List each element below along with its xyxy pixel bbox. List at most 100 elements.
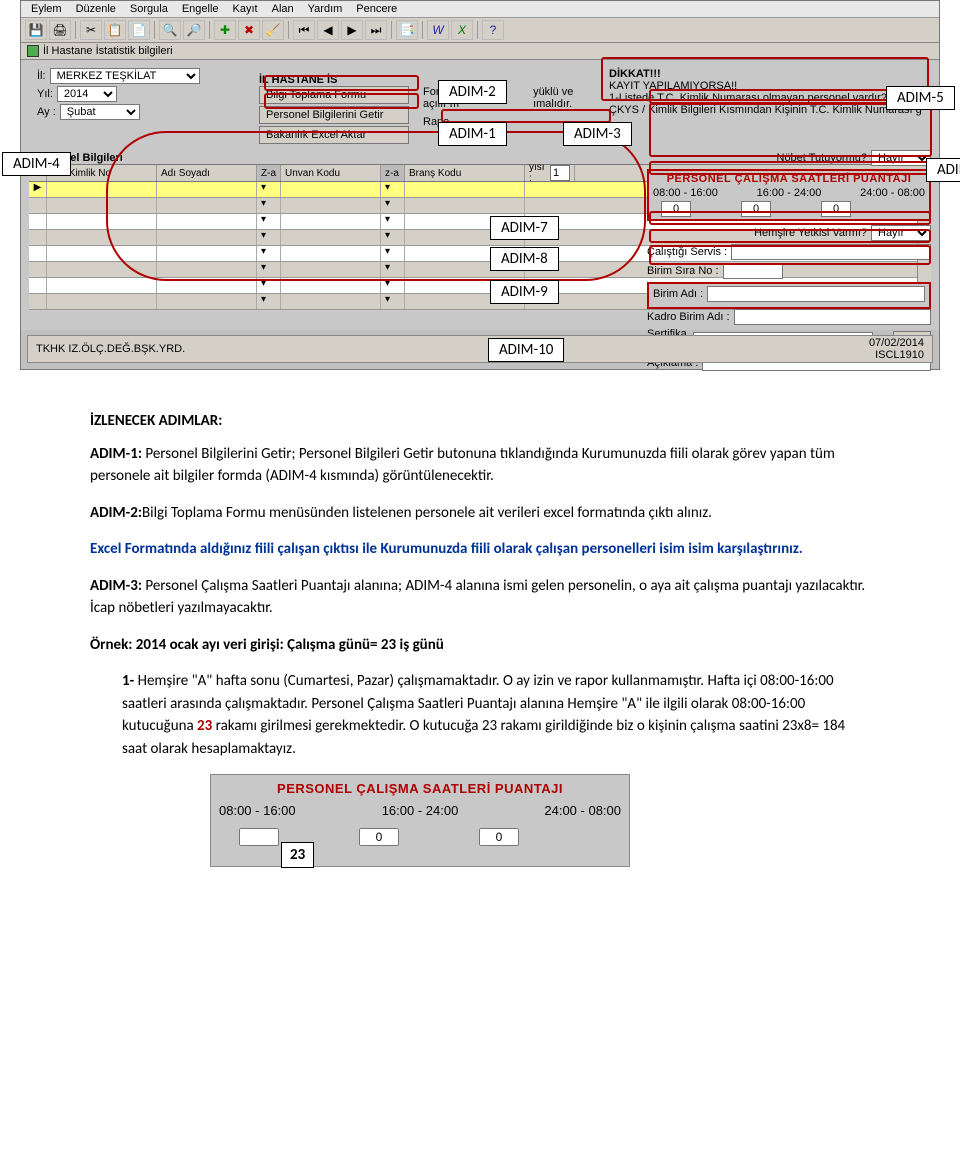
step-2-paragraph: ADIM-2:Bilgi Toplama Formu menüsünden li… (90, 502, 870, 525)
toolbar-first-icon[interactable]: ⏮ (293, 20, 315, 40)
nobet-label: Nöbet Tutuyormu? (777, 152, 868, 164)
footer-date: 07/02/2014 (869, 337, 924, 349)
birim-adi-label: Birim Adı : (653, 288, 703, 300)
toolbar-find-next-icon[interactable]: 🔎 (183, 20, 205, 40)
yisi-input[interactable] (550, 165, 570, 181)
hemsire-label: Hemşire Yetkisi Varmı? (754, 227, 867, 239)
toolbar-save-icon[interactable]: 💾 (25, 20, 47, 40)
instructions-body: İZLENECEK ADIMLAR: ADIM-1: Personel Bilg… (70, 410, 890, 907)
menu-item[interactable]: Pencere (356, 3, 397, 15)
calistigi-servis-label: Çalıştığı Servis : (647, 246, 727, 258)
mini-callout-23: 23 (281, 842, 314, 869)
ay-select[interactable]: Şubat (60, 104, 140, 120)
il-label: İl: (37, 70, 46, 82)
callout-adim2: ADIM-2 (438, 80, 507, 104)
hemsire-select[interactable]: Hayır (871, 225, 931, 241)
menubar: Eylem Düzenle Sorgula Engelle Kayıt Alan… (21, 1, 939, 18)
kadro-birim-input[interactable] (734, 309, 931, 325)
bilgi-toplama-formu-button[interactable]: Bilgi Toplama Formu (259, 86, 409, 104)
sort-za-2[interactable]: z-a (381, 165, 405, 181)
note-right: yüklü ve ımalıdır. (533, 86, 573, 110)
toolbar-last-icon[interactable]: ⏭ (365, 20, 387, 40)
shift-a-input[interactable] (661, 201, 691, 217)
mini-input-c[interactable] (479, 828, 519, 846)
callout-adim4: ADIM-4 (2, 152, 71, 176)
toolbar-next-icon[interactable]: ▶ (341, 20, 363, 40)
toolbar-add-icon[interactable]: ✚ (214, 20, 236, 40)
nobet-select[interactable]: Hayır (871, 150, 931, 166)
menu-item[interactable]: Engelle (182, 3, 219, 15)
il-select[interactable]: MERKEZ TEŞKİLAT (50, 68, 200, 84)
app-screenshot: Eylem Düzenle Sorgula Engelle Kayıt Alan… (20, 0, 940, 370)
shift-c-label: 24:00 - 08:00 (860, 187, 925, 199)
actions-panel: İL HASTANE İS Bilgi Toplama Formu Person… (259, 68, 589, 146)
toolbar-cut-icon[interactable]: ✂ (80, 20, 102, 40)
window-title-bar: İl Hastane İstatistik bilgileri (21, 43, 939, 60)
birim-sira-input[interactable] (723, 263, 783, 279)
example-heading: Örnek: 2014 ocak ayı veri girişi: Çalışm… (90, 634, 870, 657)
callout-adim1: ADIM-1 (438, 122, 507, 146)
shift-c-input[interactable] (821, 201, 851, 217)
step-1-paragraph: ADIM-1: Personel Bilgilerini Getir; Pers… (90, 443, 870, 488)
mini-input-b[interactable] (359, 828, 399, 846)
menu-item[interactable]: Sorgula (130, 3, 168, 15)
menu-item[interactable]: Alan (272, 3, 294, 15)
toolbar-copy-icon[interactable]: 📋 (104, 20, 126, 40)
yil-label: Yıl: (37, 88, 53, 100)
callout-adim3: ADIM-3 (563, 122, 632, 146)
callout-adim7: ADIM-7 (490, 216, 559, 240)
footer-code: ISCL1910 (875, 349, 924, 361)
mini-title: PERSONEL ÇALIŞMA SAATLERİ PUANTAJI (219, 779, 621, 799)
kadro-birim-label: Kadro Birim Adı : (647, 311, 730, 323)
list-item-1-c: rakamı girilmesi gerekmektedir. O kutucu… (122, 717, 845, 758)
menu-item[interactable]: Kayıt (233, 3, 258, 15)
excel-aktar-button[interactable]: Bakanlık Excel Aktar (259, 126, 409, 144)
toolbar-paste-icon[interactable]: 📄 (128, 20, 150, 40)
toolbar-report-icon[interactable]: 📑 (396, 20, 418, 40)
col-unvan: Unvan Kodu (281, 165, 381, 181)
mini-shift-a: 08:00 - 16:00 (219, 801, 296, 821)
toolbar-print-icon[interactable]: 🖨 (49, 20, 71, 40)
menu-item[interactable]: Düzenle (76, 3, 116, 15)
callout-adim8: ADIM-8 (490, 247, 559, 271)
step-1-label: ADIM-1: (90, 445, 142, 463)
yil-select[interactable]: 2014 (57, 86, 117, 102)
birim-adi-input[interactable] (707, 286, 925, 302)
callout-adim5: ADIM-5 (886, 86, 955, 110)
toolbar-find-icon[interactable]: 🔍 (159, 20, 181, 40)
menu-item[interactable]: Yardım (308, 3, 343, 15)
shift-b-input[interactable] (741, 201, 771, 217)
step-2-label: ADIM-2: (90, 504, 142, 522)
mini-shift-c: 24:00 - 08:00 (544, 801, 621, 821)
col-brans: Branş Kodu (405, 165, 525, 181)
toolbar-help-icon[interactable]: ? (482, 20, 504, 40)
calistigi-servis-input[interactable] (731, 244, 931, 260)
personel-bilgilerini-getir-button[interactable]: Personel Bilgilerini Getir (259, 106, 409, 124)
toolbar-remove-icon[interactable]: ✖ (238, 20, 260, 40)
toolbar-word-icon[interactable]: W (427, 20, 449, 40)
col-yisi: yısı : (525, 165, 575, 181)
birim-sira-label: Birim Sıra No : (647, 265, 719, 277)
step-1-text: Personel Bilgilerini Getir; Personel Bil… (90, 445, 835, 486)
step-3-label: ADIM-3: (90, 577, 142, 595)
puantaj-box: PERSONEL ÇALIŞMA SAATLERİ PUANTAJI 08:00… (647, 169, 931, 221)
menu-item[interactable]: Eylem (31, 3, 62, 15)
toolbar-excel-icon[interactable]: X (451, 20, 473, 40)
list-item-1-red: 23 (197, 717, 212, 735)
sort-za-1[interactable]: Z-a (257, 165, 281, 181)
step-3-paragraph: ADIM-3: Personel Çalışma Saatleri Puanta… (90, 575, 870, 620)
col-ad: Adı Soyadı (157, 165, 257, 181)
list-item-1: 1- Hemşire "A" hafta sonu (Cumartesi, Pa… (118, 670, 870, 760)
shift-b-label: 16:00 - 24:00 (757, 187, 822, 199)
filter-panel: İl: MERKEZ TEŞKİLAT Yıl: 2014 Ay : Şubat (37, 68, 247, 122)
puantaj-title: PERSONEL ÇALIŞMA SAATLERİ PUANTAJI (653, 173, 925, 185)
toolbar-clear-icon[interactable]: 🧹 (262, 20, 284, 40)
toolbar-prev-icon[interactable]: ◀ (317, 20, 339, 40)
dikkat-title: DİKKAT!!! (609, 68, 939, 80)
shift-a-label: 08:00 - 16:00 (653, 187, 718, 199)
mini-input-a[interactable] (239, 828, 279, 846)
instructions-heading: İZLENECEK ADIMLAR: (90, 410, 870, 433)
ay-label: Ay : (37, 106, 56, 118)
blue-note: Excel Formatında aldığınız fiili çalışan… (90, 538, 870, 561)
toolbar: 💾 🖨 ✂ 📋 📄 🔍 🔎 ✚ ✖ 🧹 ⏮ ◀ ▶ ⏭ 📑 W X ? (21, 18, 939, 43)
